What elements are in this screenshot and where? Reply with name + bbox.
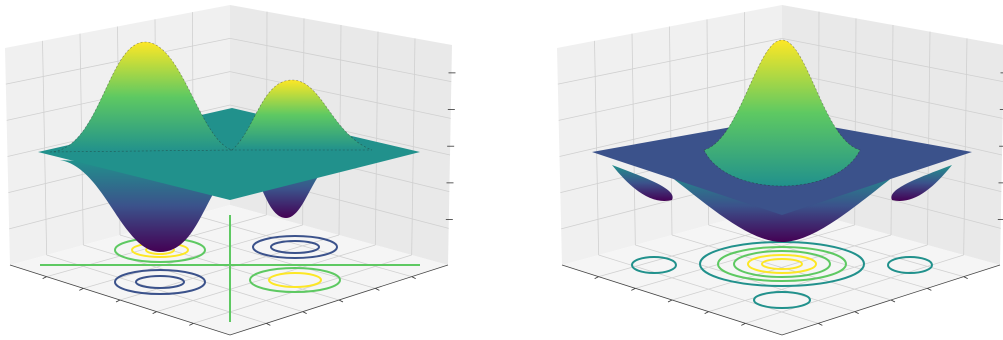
tick-mark — [375, 287, 380, 291]
surface-peak — [232, 80, 372, 150]
tick-mark — [266, 322, 271, 326]
contour-line — [114, 269, 206, 295]
contour-line — [631, 256, 677, 274]
contour-line — [753, 291, 811, 309]
floor-grid-line — [745, 254, 964, 324]
tick-mark — [411, 276, 416, 280]
contour-line — [717, 246, 847, 282]
surface — [38, 41, 420, 252]
contour-line — [887, 256, 933, 274]
surface — [592, 39, 972, 242]
surface-trough — [891, 165, 952, 201]
contour-line — [249, 267, 341, 293]
tick-mark — [338, 299, 344, 303]
surface-edge — [49, 41, 233, 153]
contour-line — [135, 275, 185, 289]
tick-mark — [890, 299, 896, 303]
tick-mark — [667, 299, 673, 303]
tick-mark — [42, 276, 47, 280]
tick-mark — [115, 299, 121, 303]
contour-line — [270, 240, 320, 254]
contour-line — [252, 235, 338, 259]
surface-trough — [612, 165, 673, 201]
tick-mark — [302, 311, 307, 315]
contours — [40, 215, 420, 322]
surface-chart — [5, 5, 456, 336]
tick-mark — [152, 311, 157, 315]
tick-mark — [854, 311, 859, 315]
floor-pane — [562, 205, 1000, 335]
axis-edge — [561, 264, 1001, 336]
tick-mark — [741, 322, 746, 326]
surface-edge — [231, 79, 373, 151]
contour-line — [733, 250, 831, 278]
axis-edge — [9, 264, 449, 336]
tick-mark — [189, 322, 194, 326]
surface-chart — [557, 5, 1003, 336]
tick-mark — [818, 322, 823, 326]
surface-peak — [704, 40, 860, 186]
tick-mark — [79, 287, 84, 291]
tick-mark — [927, 287, 932, 291]
tick-mark — [594, 276, 599, 280]
surface-peak — [50, 42, 232, 152]
tick-mark — [963, 276, 968, 280]
tick-mark — [631, 287, 636, 291]
surface-edge — [703, 39, 861, 187]
contour-line — [761, 258, 803, 270]
contour-line — [268, 272, 322, 288]
contour-line — [747, 254, 817, 274]
tick-mark — [704, 311, 709, 315]
